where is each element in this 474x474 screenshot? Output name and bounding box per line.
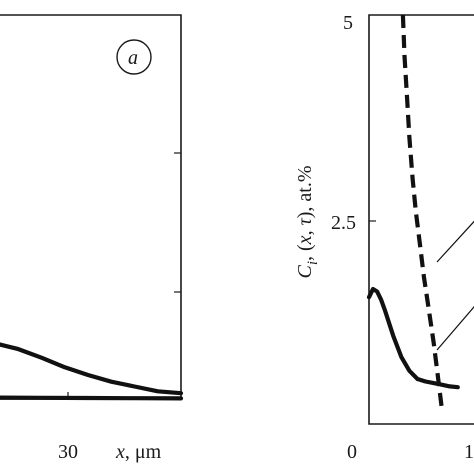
panel-a-x-unit: , μm xyxy=(125,441,162,463)
panel-b-leader-line-2 xyxy=(436,306,474,351)
panel-b: 5 2.5 0 1 Ci, (x, τ), at.% xyxy=(294,12,474,463)
panel-b-leader-line-1 xyxy=(436,220,474,263)
panel-a-frame xyxy=(0,14,182,400)
panel-b-x-tick-label-1: 1 xyxy=(464,441,474,463)
panel-a-x-tick-label-30: 30 xyxy=(58,441,78,463)
panel-b-y-end: ), at.% xyxy=(294,165,316,218)
panel-b-y-tick-label-2.5: 2.5 xyxy=(331,212,356,234)
panel-a-series-2-line xyxy=(0,395,184,401)
panel-a-label-circle xyxy=(116,39,152,75)
panel-a: a 30 x, μm xyxy=(0,14,184,463)
panel-b-y-comma: , xyxy=(294,225,316,235)
panel-a-series-1-line xyxy=(0,342,184,396)
panel-b-y-sub: i xyxy=(305,261,321,265)
panel-a-curves xyxy=(0,342,184,401)
panel-a-label: a xyxy=(128,47,138,69)
panel-a-x-axis-label: x, μm xyxy=(115,441,162,463)
panel-b-y-axis-label: Ci, (x, τ), at.% xyxy=(294,165,321,278)
panel-b-y-x: x xyxy=(294,235,316,245)
panel-b-y-tick-label-0: 0 xyxy=(347,441,357,463)
panel-a-x-var: x xyxy=(115,441,125,463)
panel-b-curves xyxy=(366,14,460,408)
panel-b-y-tick-label-5: 5 xyxy=(343,12,353,34)
panel-b-series-1-line xyxy=(366,286,460,390)
panel-b-y-mid: , ( xyxy=(294,244,316,261)
panel-b-y-tau: τ xyxy=(294,217,316,225)
panel-b-series-2-line xyxy=(400,14,444,408)
panel-b-frame xyxy=(368,14,474,425)
panel-b-y-var: C xyxy=(294,265,316,279)
